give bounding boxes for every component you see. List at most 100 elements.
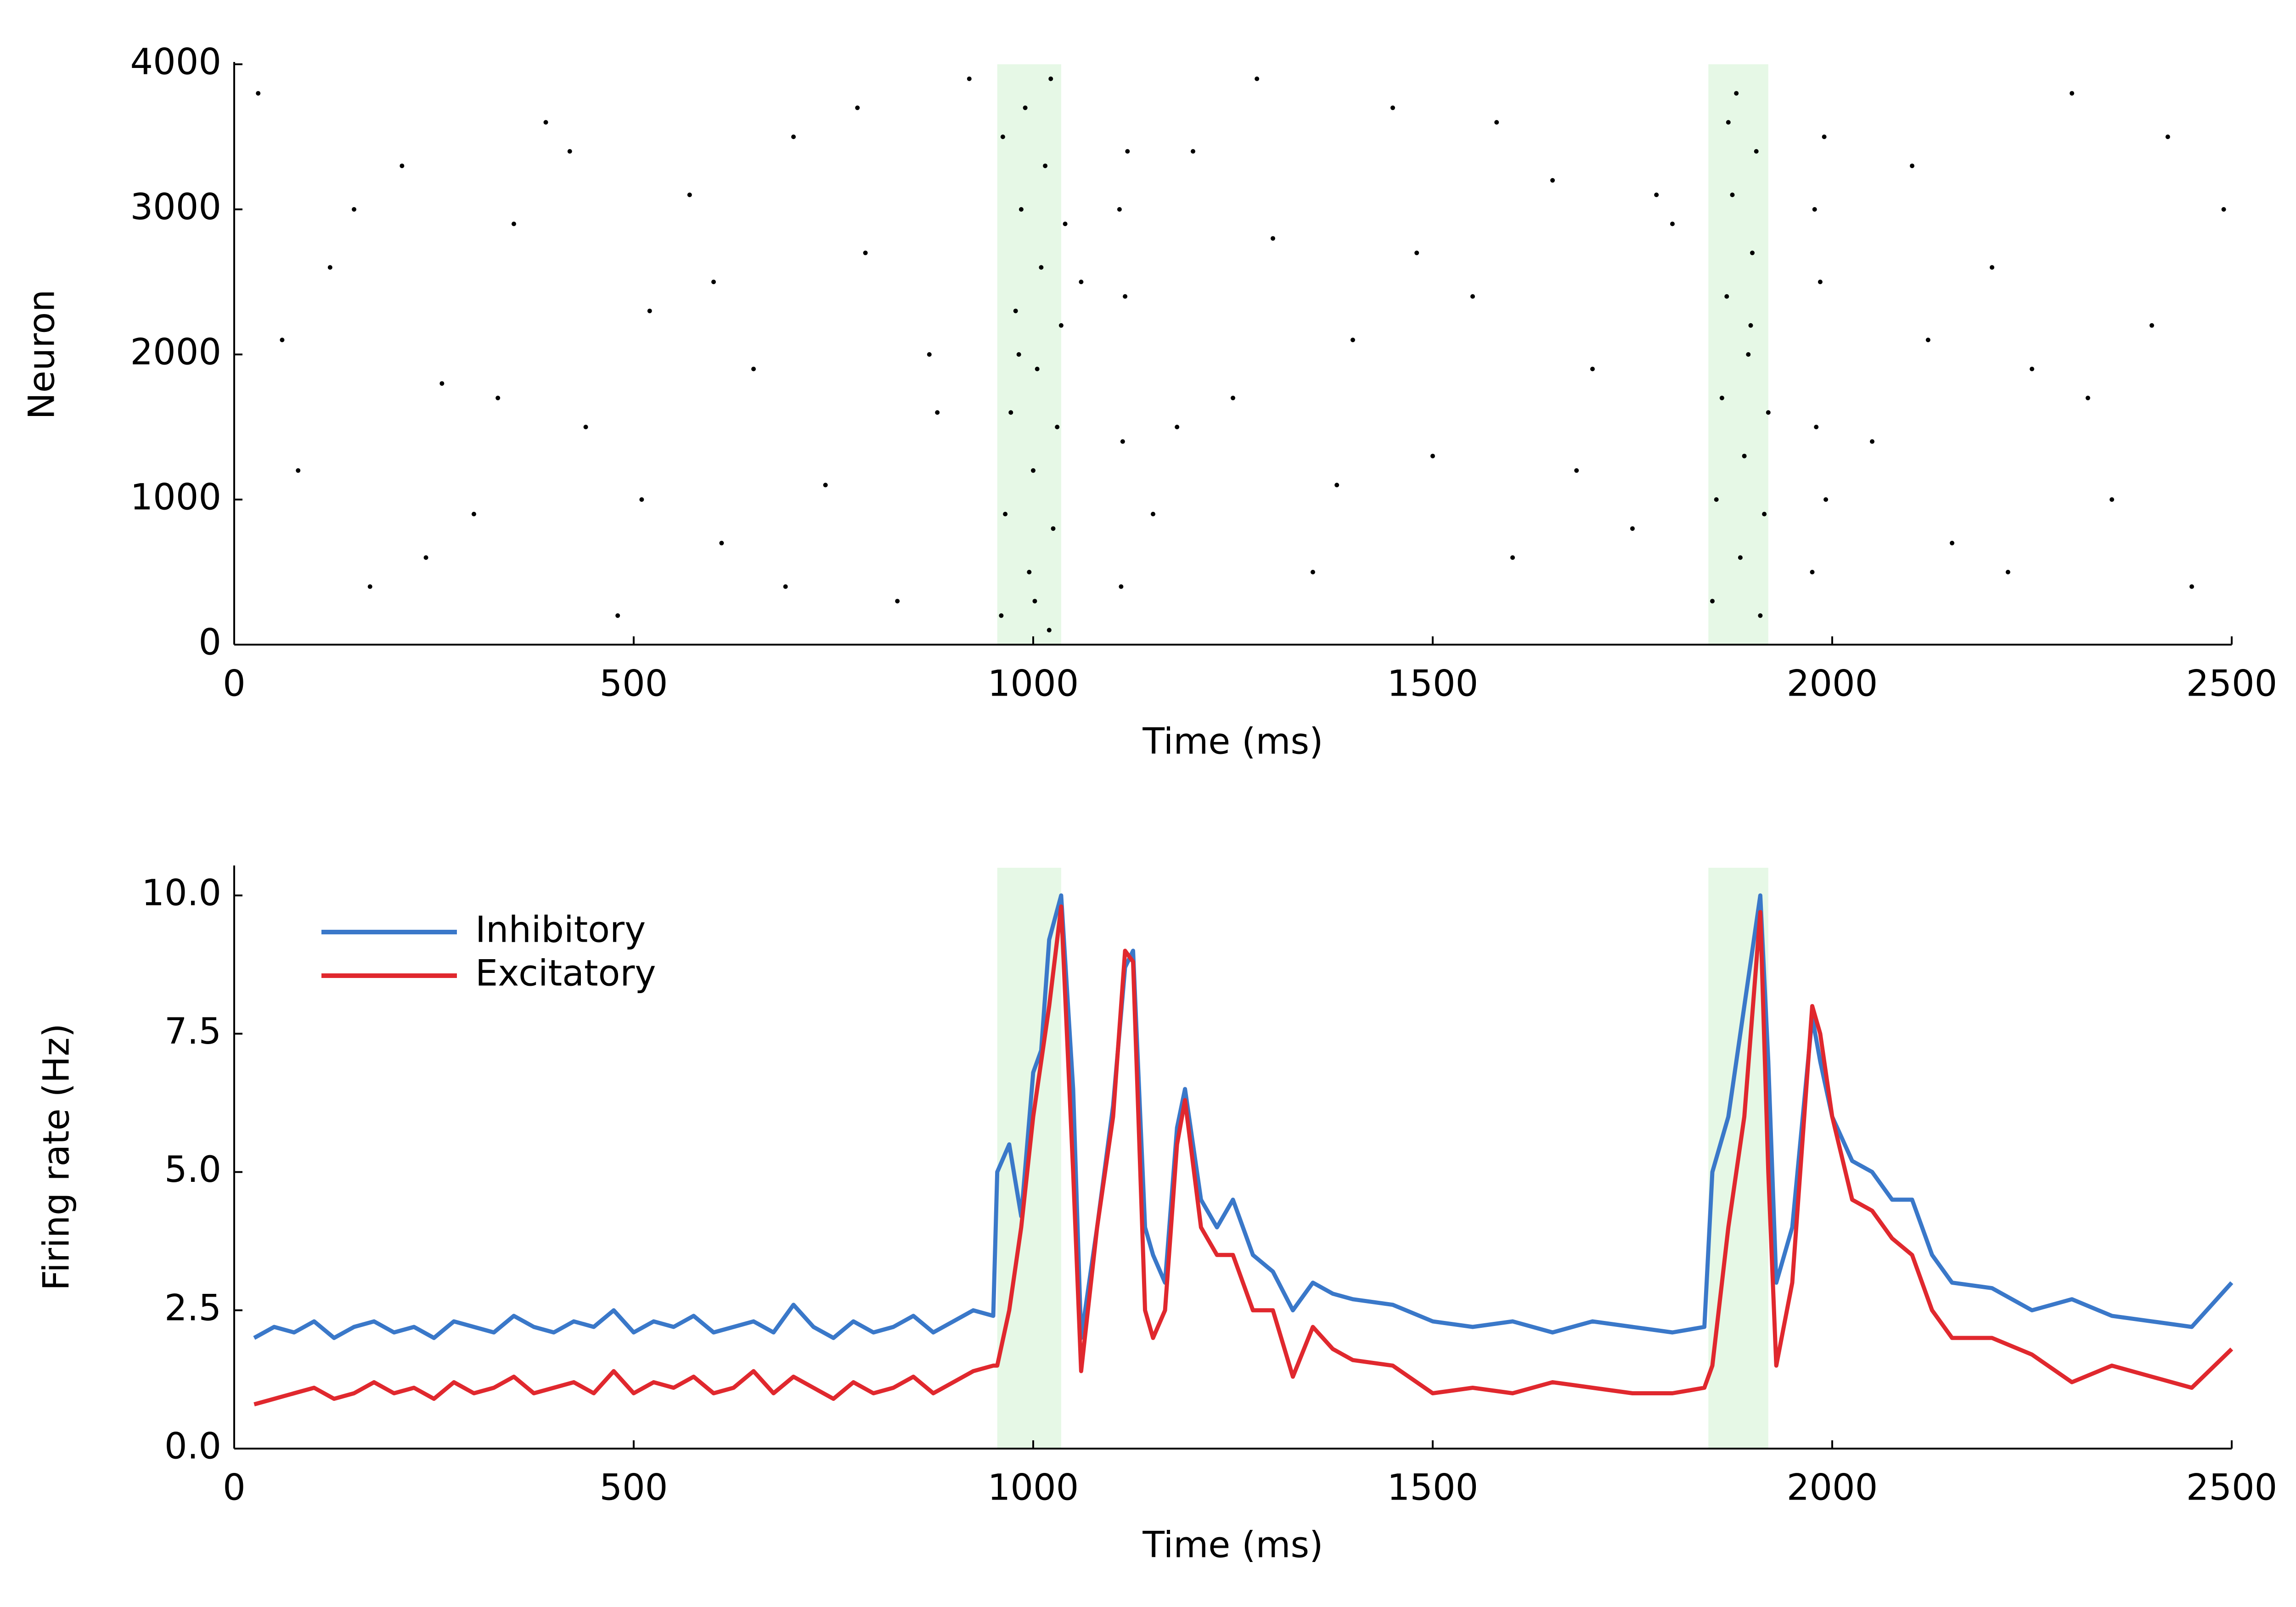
y-tick-label: 0.0 bbox=[164, 1426, 221, 1467]
spike bbox=[751, 366, 756, 371]
legend-label: Inhibitory bbox=[475, 909, 646, 950]
spike bbox=[1000, 135, 1005, 139]
spike bbox=[1734, 91, 1739, 96]
spike bbox=[1047, 628, 1052, 633]
spike bbox=[1910, 163, 1914, 169]
x-tick-label: 2500 bbox=[2186, 663, 2278, 704]
y-axis-label: Neuron bbox=[21, 289, 62, 419]
spike bbox=[1726, 120, 1731, 125]
spike bbox=[999, 613, 1004, 618]
spike bbox=[2189, 584, 2194, 589]
spike bbox=[1063, 221, 1068, 226]
spike bbox=[1950, 540, 1954, 545]
y-tick-label: 5.0 bbox=[164, 1149, 221, 1191]
spike bbox=[1758, 613, 1763, 618]
spike bbox=[1822, 135, 1827, 139]
y-axis-label: Firing rate (Hz) bbox=[36, 1023, 77, 1291]
spike bbox=[1766, 410, 1771, 415]
spike bbox=[1510, 555, 1515, 560]
spike bbox=[1925, 337, 1930, 343]
spike bbox=[1814, 425, 1819, 429]
highlight-span bbox=[1708, 64, 1768, 645]
y-tick-label: 2.5 bbox=[164, 1287, 221, 1329]
spike bbox=[687, 192, 692, 197]
spike bbox=[2085, 395, 2090, 400]
spike bbox=[1051, 526, 1056, 531]
spike bbox=[400, 163, 405, 169]
y-tick-label: 2000 bbox=[130, 332, 221, 373]
spike bbox=[1119, 584, 1124, 589]
spike bbox=[1550, 178, 1555, 183]
spike bbox=[1120, 439, 1125, 444]
spike bbox=[1630, 526, 1635, 531]
spike bbox=[967, 76, 972, 81]
spike bbox=[2165, 135, 2170, 139]
spike bbox=[2150, 323, 2154, 328]
spike bbox=[1870, 439, 1874, 444]
x-tick-label: 1500 bbox=[1387, 663, 1479, 704]
spike bbox=[1812, 207, 1817, 212]
spike bbox=[1754, 149, 1759, 154]
spike bbox=[1125, 149, 1130, 154]
spike bbox=[1175, 425, 1180, 429]
spike bbox=[1255, 76, 1260, 81]
spike bbox=[1035, 366, 1040, 371]
spike bbox=[280, 337, 285, 343]
spike bbox=[1032, 599, 1037, 604]
spike bbox=[1714, 497, 1719, 502]
spike bbox=[1494, 120, 1499, 125]
legend-label: Excitatory bbox=[475, 953, 656, 994]
spike bbox=[1748, 323, 1753, 328]
spike bbox=[1990, 265, 1994, 270]
spike bbox=[639, 497, 644, 502]
spike bbox=[823, 483, 828, 488]
x-tick-label: 1000 bbox=[988, 663, 1079, 704]
spike bbox=[1590, 366, 1595, 371]
spike bbox=[1574, 468, 1579, 473]
spike bbox=[1013, 309, 1018, 314]
spike bbox=[1055, 425, 1060, 429]
y-tick-label: 1000 bbox=[130, 477, 221, 518]
x-tick-label: 2000 bbox=[1787, 663, 1878, 704]
spike bbox=[1654, 192, 1659, 197]
spike bbox=[2110, 497, 2114, 502]
x-tick-label: 2000 bbox=[1787, 1467, 1878, 1508]
spike bbox=[327, 265, 332, 270]
spike bbox=[1231, 395, 1235, 400]
x-tick-label: 500 bbox=[600, 663, 668, 704]
y-tick-label: 4000 bbox=[130, 41, 221, 83]
spike bbox=[1810, 570, 1815, 574]
x-axis-label: Time (ms) bbox=[1142, 721, 1323, 762]
spike bbox=[1762, 511, 1767, 517]
spike bbox=[1079, 280, 1084, 284]
spike bbox=[1351, 337, 1355, 343]
spike bbox=[927, 352, 932, 357]
spike bbox=[1048, 76, 1053, 81]
y-tick-label: 7.5 bbox=[164, 1011, 221, 1052]
series-line bbox=[253, 904, 2234, 1406]
spike bbox=[1414, 250, 1419, 255]
spike bbox=[1058, 323, 1064, 328]
x-tick-label: 500 bbox=[600, 1467, 668, 1508]
highlight-span bbox=[997, 64, 1061, 645]
spike bbox=[472, 511, 476, 517]
spike bbox=[2030, 366, 2034, 371]
spike bbox=[1271, 236, 1275, 241]
spike bbox=[1311, 570, 1315, 574]
spike bbox=[495, 395, 501, 400]
spike bbox=[543, 120, 548, 125]
spike bbox=[1123, 294, 1128, 299]
spike bbox=[1823, 497, 1829, 502]
spike bbox=[1019, 207, 1024, 212]
spike bbox=[1151, 511, 1155, 517]
spike bbox=[2005, 570, 2010, 574]
spike bbox=[1670, 221, 1675, 226]
spike bbox=[1003, 511, 1008, 517]
spike bbox=[719, 540, 724, 545]
spike bbox=[1818, 280, 1823, 284]
spike bbox=[423, 555, 428, 560]
spike bbox=[1334, 483, 1339, 488]
spike bbox=[1031, 468, 1035, 473]
x-tick-label: 0 bbox=[223, 663, 246, 704]
spike bbox=[1008, 410, 1013, 415]
